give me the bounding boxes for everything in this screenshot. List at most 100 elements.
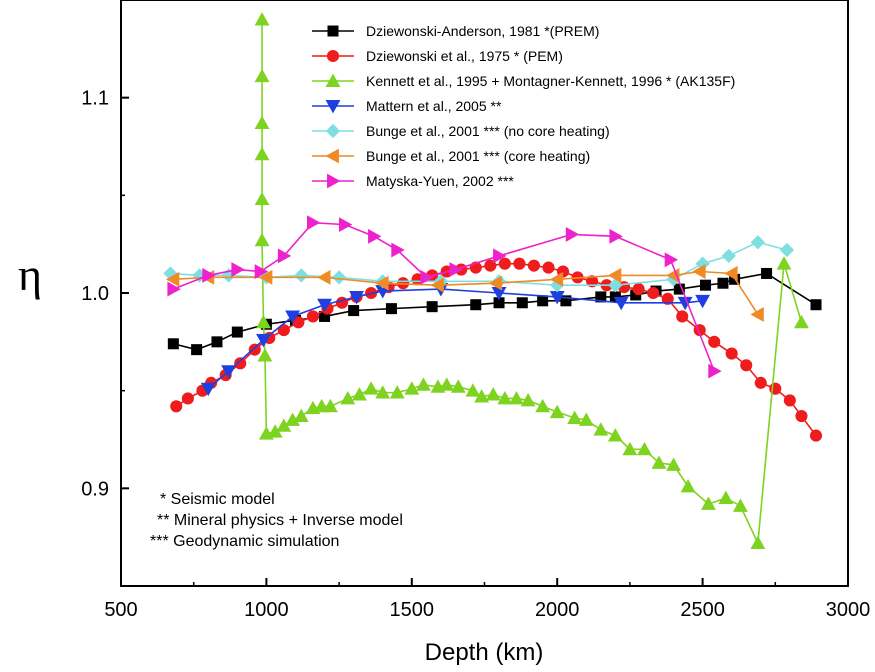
data-point	[470, 299, 482, 311]
data-point	[695, 256, 710, 271]
data-point	[783, 394, 796, 407]
data-point	[750, 235, 766, 250]
data-point	[609, 228, 623, 244]
data-point	[338, 217, 353, 233]
data-point	[385, 303, 397, 315]
data-point	[191, 344, 203, 356]
legend-label: Bunge et al., 2001 *** (core heating)	[366, 148, 590, 164]
data-point	[498, 257, 511, 270]
data-point	[537, 295, 549, 307]
legend-marker	[325, 73, 341, 87]
data-point	[165, 271, 180, 287]
data-point	[363, 381, 379, 395]
y-tick-label: 1.0	[81, 283, 109, 305]
data-point	[256, 333, 271, 348]
data-point	[513, 257, 526, 270]
data-point	[248, 343, 261, 356]
series-line	[173, 221, 715, 372]
data-point	[560, 295, 572, 307]
data-point	[257, 348, 273, 362]
data-point	[549, 271, 564, 287]
data-point	[293, 408, 309, 422]
data-point	[651, 455, 667, 469]
data-point	[449, 262, 463, 277]
data-point	[450, 379, 466, 393]
data-point	[389, 385, 405, 399]
legend-label: Kennett et al., 1995 + Montagner-Kennett…	[366, 73, 735, 89]
legend-item: Mattern et al., 2005 **	[312, 98, 502, 114]
data-point	[231, 326, 243, 338]
data-point	[317, 269, 331, 285]
data-point	[491, 287, 507, 301]
x-tick-label: 2500	[680, 599, 725, 621]
y-axis-title: η	[18, 249, 42, 300]
data-point	[680, 478, 696, 493]
data-point	[595, 291, 607, 303]
annotation: * Seismic model	[160, 491, 275, 508]
data-point	[254, 191, 270, 206]
legend-item: Matyska-Yuen, 2002 ***	[312, 173, 514, 189]
legend-item: Dziewonski et al., 1975 * (PEM)	[312, 48, 563, 64]
data-point	[277, 324, 290, 337]
data-point	[285, 310, 300, 324]
legend-label: Dziewonski et al., 1975 * (PEM)	[366, 48, 563, 64]
data-point	[181, 392, 194, 405]
data-point	[202, 267, 216, 283]
x-axis-title: Depth (km)	[425, 639, 544, 666]
data-point	[497, 391, 513, 405]
data-point	[306, 215, 321, 231]
data-point	[254, 115, 270, 129]
data-point	[493, 248, 507, 264]
legend: Dziewonski-Anderson, 1981 *(PREM) Dziewon…	[312, 23, 735, 189]
legend-label: Mattern et al., 2005 **	[366, 98, 502, 114]
data-point	[717, 277, 729, 289]
data-point	[740, 359, 753, 372]
x-tick-label: 1500	[390, 599, 435, 621]
data-point	[277, 248, 292, 264]
data-point	[586, 275, 599, 288]
data-point	[375, 275, 389, 291]
data-point	[254, 12, 270, 26]
data-point	[254, 68, 270, 83]
data-point	[677, 296, 693, 311]
data-point	[254, 146, 270, 161]
legend-label: Dziewonski-Anderson, 1981 *(PREM)	[366, 23, 599, 39]
data-point	[673, 283, 685, 295]
data-point	[439, 377, 455, 391]
data-point	[488, 275, 503, 291]
data-point	[565, 226, 580, 242]
data-point	[322, 398, 338, 413]
data-point	[647, 286, 660, 300]
data-point	[593, 422, 609, 436]
data-point	[692, 264, 706, 279]
data-point	[608, 278, 623, 293]
data-point	[234, 357, 247, 370]
data-point	[527, 259, 540, 272]
data-point	[750, 535, 766, 549]
legend-item: Bunge et al., 2001 *** (core heating)	[312, 148, 590, 164]
legend-label: Bunge et al., 2001 *** (no core heating)	[366, 123, 610, 139]
annotations: * Seismic model ** Mineral physics + Inve…	[150, 491, 403, 550]
data-point	[700, 279, 712, 291]
data-point	[256, 314, 271, 329]
series-3	[254, 12, 809, 549]
data-point	[426, 301, 438, 313]
data-point	[276, 418, 292, 432]
x-tick-label: 2000	[535, 599, 580, 621]
data-point	[567, 410, 583, 424]
y-tick-label: 1.1	[81, 88, 109, 110]
series-line	[170, 241, 788, 286]
legend-item: Kennett et al., 1995 + Montagner-Kennett…	[312, 73, 735, 89]
data-point	[676, 310, 689, 323]
axes-layer: 500 1000 1500 2000 2500 3000 0.9 1.0 1.1	[81, 88, 870, 621]
data-point	[335, 296, 349, 309]
data-point	[637, 441, 652, 456]
data-point	[725, 347, 738, 360]
data-point	[708, 363, 722, 379]
data-point	[776, 256, 792, 270]
series-layer	[163, 12, 823, 549]
data-point	[485, 387, 501, 401]
data-point	[607, 267, 622, 283]
data-point	[167, 338, 179, 350]
